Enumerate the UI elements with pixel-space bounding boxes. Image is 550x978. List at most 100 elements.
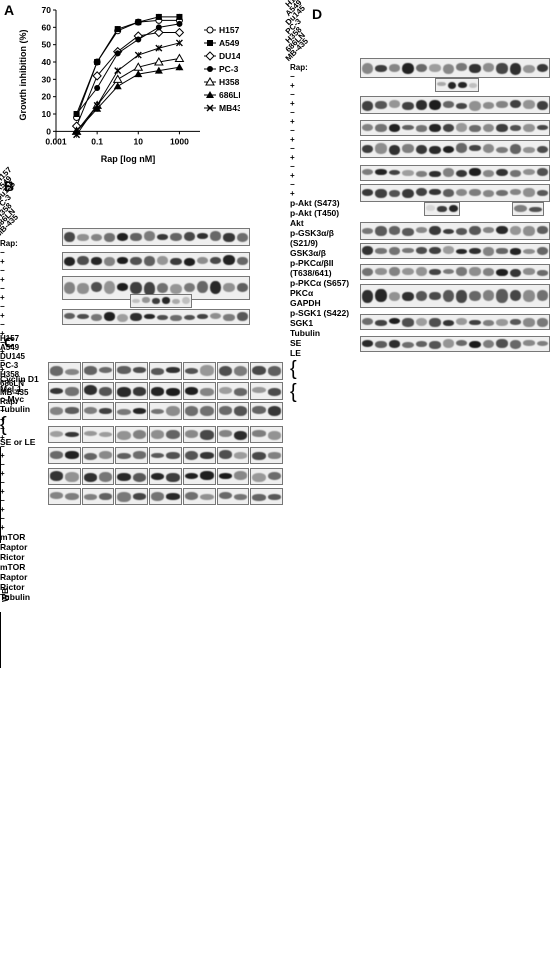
band — [362, 317, 374, 325]
c-lysate-blot — [250, 426, 283, 443]
band — [375, 341, 387, 348]
c-rap-minus: − — [0, 442, 5, 451]
band — [536, 125, 548, 131]
b-rap-minus: − — [0, 248, 5, 257]
d-row-label: p-PKCα (S657) — [290, 278, 350, 288]
band — [456, 143, 468, 153]
band — [166, 387, 180, 396]
band — [514, 204, 527, 213]
band — [200, 365, 214, 376]
band — [132, 387, 147, 396]
band — [496, 190, 508, 197]
band — [130, 313, 142, 322]
band — [166, 493, 180, 500]
band — [402, 188, 414, 199]
c-rap-minus: − — [0, 514, 5, 523]
band — [218, 365, 232, 376]
c-lysate-blot — [250, 447, 283, 464]
band — [456, 248, 468, 254]
band — [442, 100, 454, 108]
band — [523, 226, 535, 237]
band — [429, 189, 441, 196]
c-lysate-row-label: Raptor — [0, 572, 28, 582]
band — [509, 124, 522, 131]
c-lysate-blot — [48, 447, 81, 464]
band — [233, 365, 248, 376]
band — [458, 81, 467, 88]
band — [509, 289, 522, 302]
band — [523, 268, 535, 275]
series-du145 — [71, 27, 185, 131]
band — [523, 123, 535, 133]
band — [252, 430, 266, 437]
band — [509, 170, 522, 178]
series-pc-3 — [73, 20, 183, 117]
band — [117, 430, 131, 440]
band — [415, 171, 428, 177]
data-point — [176, 20, 183, 27]
band — [233, 452, 248, 459]
b-rap-plus: + — [0, 329, 5, 338]
band — [469, 319, 481, 325]
band — [482, 268, 495, 276]
band — [223, 233, 235, 243]
band — [469, 145, 481, 151]
band — [65, 407, 79, 414]
data-point — [155, 13, 162, 20]
data-point — [155, 44, 163, 52]
band — [523, 290, 535, 302]
c-lysate-blot — [182, 426, 216, 443]
band — [166, 367, 180, 374]
legend-label: H358 — [219, 77, 240, 87]
c-lysate-blot — [149, 447, 182, 464]
band — [415, 145, 428, 155]
band — [509, 248, 522, 255]
band — [388, 317, 401, 325]
band — [536, 168, 548, 177]
band — [196, 256, 209, 264]
band — [210, 312, 222, 320]
band — [536, 290, 548, 302]
band — [429, 225, 441, 236]
band — [166, 405, 180, 416]
band — [83, 406, 98, 414]
c-lysate-blot — [216, 488, 250, 505]
band — [375, 123, 387, 132]
band — [496, 319, 508, 326]
d-blot — [360, 243, 550, 259]
c-header-686ln: 686LN — [0, 379, 25, 388]
c-header-h157: H157 — [0, 334, 20, 343]
data-point — [135, 19, 142, 26]
band — [117, 387, 131, 397]
band — [362, 101, 374, 111]
band — [509, 268, 522, 278]
band — [482, 227, 495, 234]
band — [362, 340, 374, 348]
c-header-a549: A549 — [0, 343, 20, 352]
d-blot — [360, 96, 550, 114]
band — [482, 339, 495, 349]
panel-c-label: C — [4, 334, 15, 350]
b-rap-plus: + — [0, 365, 5, 374]
band — [132, 451, 147, 459]
d-rap-minus: − — [290, 90, 295, 99]
band — [64, 312, 76, 320]
c-ip-blot — [250, 402, 283, 420]
data-point — [175, 39, 183, 47]
band — [157, 282, 169, 294]
c-ip-blot — [48, 362, 81, 380]
band — [200, 430, 214, 440]
data-point — [205, 76, 215, 86]
band — [536, 340, 548, 347]
band — [200, 493, 214, 500]
c-lysate-blot — [81, 426, 115, 443]
band — [442, 268, 454, 275]
band — [132, 472, 147, 482]
d-blot — [360, 314, 550, 330]
band — [130, 282, 142, 295]
band — [509, 99, 522, 109]
band — [170, 283, 182, 294]
band — [172, 298, 180, 305]
band — [157, 314, 169, 320]
band — [482, 63, 495, 72]
